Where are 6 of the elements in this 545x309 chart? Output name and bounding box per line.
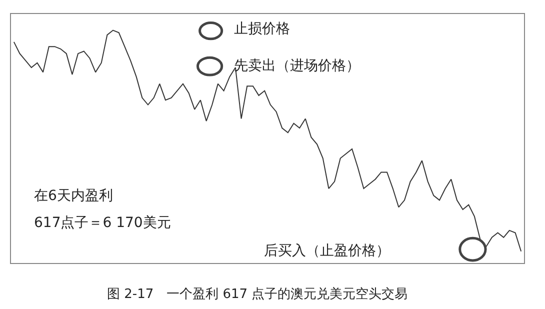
- annotation: 止损价格: [234, 21, 290, 37]
- annotation: 后买入（止盈价格）: [264, 243, 390, 259]
- annotation: 先卖出（进场价格）: [234, 58, 360, 74]
- caption: 图 2-17 一个盈利 617 点子的澳元兑美元空头交易: [107, 286, 408, 302]
- annotation: 617点子＝6 170美元: [34, 215, 171, 231]
- annotation: 在6天内盈利: [34, 188, 113, 204]
